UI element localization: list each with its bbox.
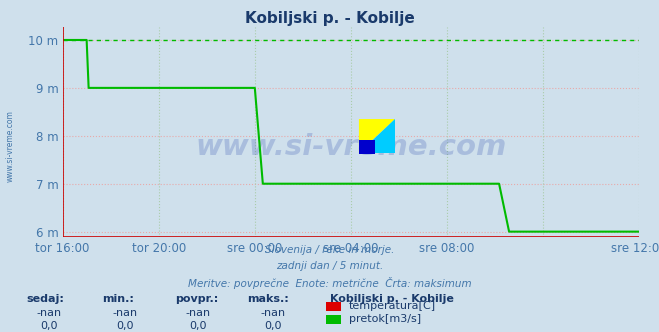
Text: temperatura[C]: temperatura[C] [349, 301, 436, 311]
Polygon shape [359, 119, 395, 153]
Text: 0,0: 0,0 [117, 321, 134, 331]
Text: min.:: min.: [102, 294, 134, 304]
Text: www.si-vreme.com: www.si-vreme.com [195, 133, 507, 161]
Text: pretok[m3/s]: pretok[m3/s] [349, 314, 420, 324]
Text: povpr.:: povpr.: [175, 294, 218, 304]
Bar [359, 140, 375, 153]
Text: 0,0: 0,0 [265, 321, 282, 331]
Text: maks.:: maks.: [247, 294, 289, 304]
Text: -nan: -nan [185, 308, 210, 318]
Text: 0,0: 0,0 [41, 321, 58, 331]
Text: 0,0: 0,0 [189, 321, 206, 331]
Text: -nan: -nan [113, 308, 138, 318]
Text: -nan: -nan [37, 308, 62, 318]
Text: Slovenija / reke in morje.: Slovenija / reke in morje. [265, 245, 394, 255]
Text: Kobiljski p. - Kobilje: Kobiljski p. - Kobilje [330, 294, 453, 304]
Text: www.si-vreme.com: www.si-vreme.com [5, 110, 14, 182]
Text: -nan: -nan [261, 308, 286, 318]
Polygon shape [359, 119, 395, 153]
Text: Meritve: povprečne  Enote: metrične  Črta: maksimum: Meritve: povprečne Enote: metrične Črta:… [188, 277, 471, 289]
Text: sedaj:: sedaj: [26, 294, 64, 304]
Text: zadnji dan / 5 minut.: zadnji dan / 5 minut. [276, 261, 383, 271]
Text: Kobiljski p. - Kobilje: Kobiljski p. - Kobilje [244, 11, 415, 26]
